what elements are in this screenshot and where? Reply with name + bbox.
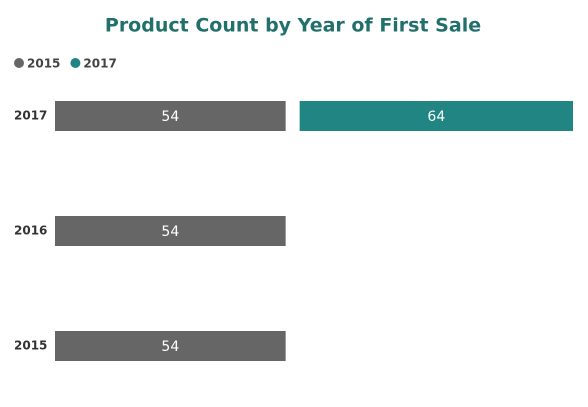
legend-label: 2017 <box>83 57 116 71</box>
bar <box>299 101 573 131</box>
y-tick-label: 2016 <box>14 224 47 238</box>
chart-title: Product Count by Year of First Sale <box>105 15 481 37</box>
bar <box>55 216 286 246</box>
y-tick-label: 2017 <box>14 109 47 123</box>
data-label: 64 <box>427 109 445 125</box>
bar <box>55 101 286 131</box>
y-tick-label: 2015 <box>14 339 47 353</box>
legend-marker <box>70 58 81 68</box>
bar <box>55 331 286 361</box>
data-label: 54 <box>161 339 179 355</box>
legend-marker <box>14 58 24 68</box>
data-label: 54 <box>161 224 179 240</box>
legend-label: 2015 <box>27 57 60 71</box>
data-label: 54 <box>161 109 179 125</box>
